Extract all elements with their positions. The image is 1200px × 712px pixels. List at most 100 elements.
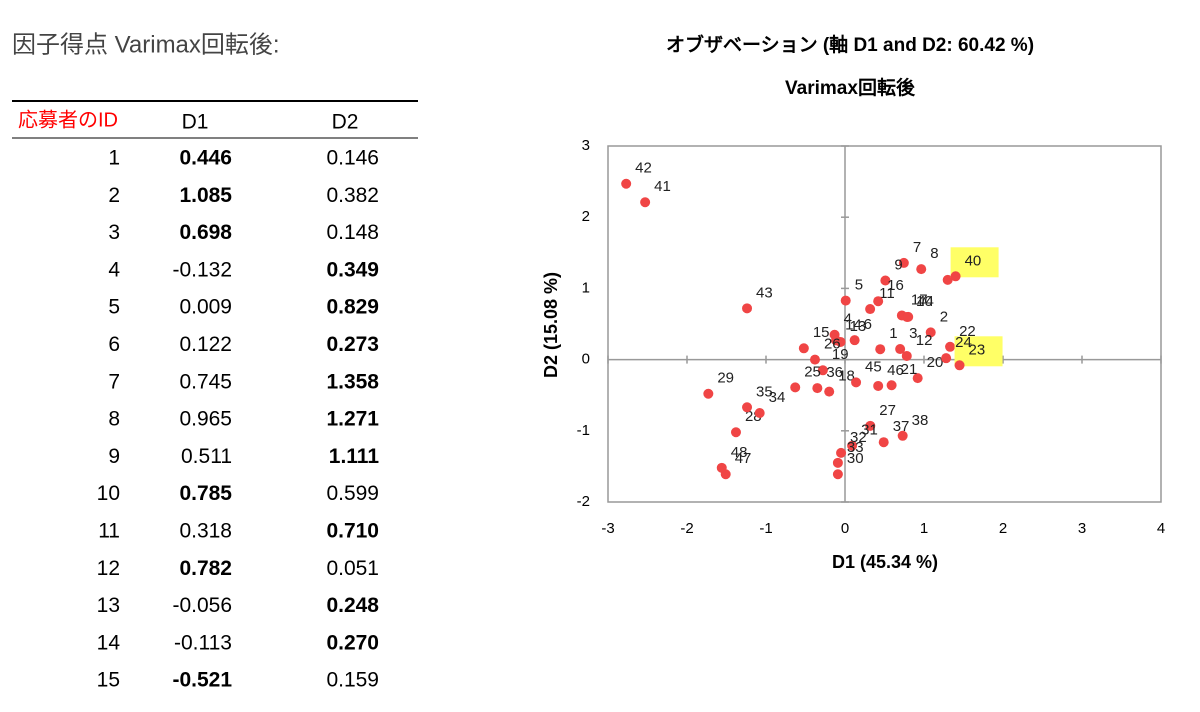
point-label: 20 bbox=[927, 354, 944, 371]
cell-d2: 0.273 bbox=[326, 333, 379, 356]
y-tick-label: 0 bbox=[582, 351, 590, 368]
table-header: 応募者のID bbox=[18, 108, 118, 131]
cell-d1: 0.318 bbox=[179, 520, 232, 543]
point bbox=[742, 402, 753, 413]
point-label: 38 bbox=[912, 412, 929, 429]
point-label: 35 bbox=[756, 383, 773, 400]
point-label: 17 bbox=[911, 291, 928, 308]
cell-d2: 0.148 bbox=[326, 221, 379, 244]
cell-d1: 0.009 bbox=[179, 296, 232, 319]
cell-d1: 1.085 bbox=[179, 184, 232, 207]
point bbox=[886, 380, 897, 391]
point bbox=[895, 344, 906, 355]
point-label: 9 bbox=[894, 256, 902, 273]
point bbox=[832, 469, 843, 480]
table-header: D1 bbox=[182, 111, 209, 134]
point bbox=[950, 271, 961, 282]
cell-d2: 0.349 bbox=[326, 258, 379, 281]
point-label: 19 bbox=[832, 346, 849, 363]
cell-d2: 1.111 bbox=[329, 445, 380, 468]
x-tick-label: 4 bbox=[1157, 520, 1165, 537]
x-tick-label: -3 bbox=[601, 520, 614, 537]
point bbox=[840, 295, 851, 306]
point-label: 10 bbox=[916, 293, 933, 310]
point-label: 37 bbox=[893, 418, 910, 435]
cell-d1: 0.965 bbox=[179, 408, 232, 431]
point bbox=[849, 335, 860, 346]
row-id: 4 bbox=[108, 258, 120, 281]
point bbox=[880, 275, 891, 286]
cell-d1: 0.782 bbox=[179, 557, 232, 580]
cell-d2: 0.159 bbox=[326, 669, 379, 692]
point bbox=[798, 343, 809, 354]
table: 応募者のID D1 D2 1 0.446 0.146 2 1.085 0.382 3 0.698 0.… bbox=[18, 108, 379, 691]
point bbox=[865, 420, 876, 431]
cell-d1: 0.785 bbox=[179, 482, 232, 505]
point bbox=[730, 427, 741, 438]
point-label: 45 bbox=[865, 358, 882, 375]
x-tick-label: -1 bbox=[759, 520, 772, 537]
point-label: 29 bbox=[717, 370, 734, 387]
point-label: 44 bbox=[917, 293, 934, 310]
x-axis-label: D1 (45.34 %) bbox=[832, 552, 938, 572]
cell-d2: 0.270 bbox=[326, 631, 379, 654]
cell-d1: -0.132 bbox=[172, 258, 232, 281]
point-label: 48 bbox=[731, 444, 748, 461]
point-label: 41 bbox=[654, 178, 671, 195]
point bbox=[754, 408, 765, 418]
cell-d1: 0.745 bbox=[179, 370, 232, 393]
point-label: 16 bbox=[887, 277, 904, 294]
point bbox=[742, 303, 753, 314]
row-id: 8 bbox=[108, 408, 120, 431]
chart-subtitle: Varimax回転後 bbox=[785, 76, 916, 99]
point bbox=[831, 335, 842, 346]
point bbox=[945, 341, 956, 352]
point bbox=[832, 457, 843, 468]
point-label: 31 bbox=[861, 422, 878, 439]
cell-d1: 0.511 bbox=[181, 445, 232, 468]
point-label: 5 bbox=[855, 277, 863, 294]
table-header: D2 bbox=[332, 111, 359, 134]
point-label: 22 bbox=[959, 323, 976, 340]
cell-d2: 0.829 bbox=[326, 296, 379, 319]
point-label: 46 bbox=[887, 362, 904, 379]
point bbox=[812, 383, 823, 394]
cell-d2: 1.358 bbox=[326, 370, 379, 393]
row-id: 1 bbox=[108, 147, 120, 170]
point-label: 25 bbox=[804, 363, 821, 380]
point-label: 47 bbox=[735, 450, 752, 467]
x-tick-label: 2 bbox=[999, 520, 1007, 537]
point bbox=[621, 178, 632, 189]
point-label: 8 bbox=[930, 245, 938, 262]
point-label: 18 bbox=[838, 368, 855, 385]
row-id: 14 bbox=[97, 631, 121, 654]
point-label: 42 bbox=[635, 160, 652, 177]
point bbox=[925, 327, 936, 338]
point-label: 23 bbox=[969, 341, 986, 358]
row-id: 11 bbox=[98, 520, 120, 543]
point bbox=[703, 388, 714, 399]
row-id: 13 bbox=[97, 594, 120, 617]
cell-d2: 0.710 bbox=[326, 520, 379, 543]
point-label: 34 bbox=[769, 389, 786, 406]
point bbox=[916, 264, 927, 275]
heading: 因子得点 Varimax回転後: bbox=[12, 31, 280, 58]
cell-d2: 0.051 bbox=[326, 557, 379, 580]
cell-d1: -0.113 bbox=[174, 631, 232, 654]
point bbox=[809, 354, 820, 365]
cell-d2: 0.599 bbox=[326, 482, 379, 505]
row-id: 7 bbox=[108, 370, 120, 393]
y-tick-label: 2 bbox=[582, 208, 590, 225]
row-id: 10 bbox=[97, 482, 120, 505]
point-label: 11 bbox=[879, 285, 895, 302]
point bbox=[954, 360, 965, 371]
point bbox=[865, 304, 876, 315]
cell-d2: 0.248 bbox=[326, 594, 379, 617]
cell-d2: 0.382 bbox=[326, 184, 379, 207]
point bbox=[941, 353, 952, 364]
point-label: 24 bbox=[955, 334, 972, 351]
point-label: 36 bbox=[826, 364, 843, 381]
point-label: 12 bbox=[916, 332, 933, 349]
row-id: 9 bbox=[108, 445, 120, 468]
